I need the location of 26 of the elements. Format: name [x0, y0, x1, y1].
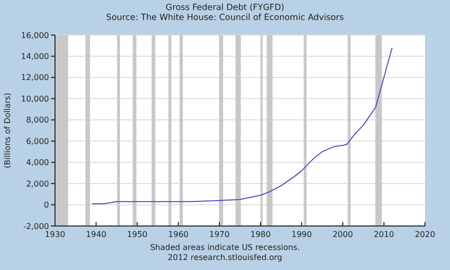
y-axis-title: (Billions of Dollars) — [3, 92, 12, 168]
chart-title: Gross Federal Debt (FYGFD) — [166, 3, 284, 13]
line-series — [92, 47, 393, 204]
y-tick-label: 2,000 — [26, 179, 49, 188]
x-tick-label: 2010 — [374, 230, 394, 239]
y-tick-label: 6,000 — [26, 136, 49, 146]
x-tick-label: 1970 — [209, 230, 230, 239]
y-tick-label: 14,000 — [21, 52, 49, 62]
x-tick-label: 1950 — [127, 230, 148, 239]
x-tick-label: 1980 — [250, 230, 271, 239]
y-tick-label: 8,000 — [26, 116, 49, 125]
x-tick-label: 1990 — [291, 230, 312, 239]
x-tick-label: 2020 — [414, 230, 436, 239]
x-tick-label: 1930 — [44, 230, 66, 239]
text: Shaded areas indicate US recessions. — [150, 243, 300, 252]
chart-subtitle: Source: The White House: Council of Economic Advisors — [106, 13, 344, 23]
text: 2012 research.stlouisfed.org — [168, 253, 282, 262]
x-tick-label: 1940 — [86, 230, 106, 239]
y-tick-label: -2,000 — [23, 222, 49, 231]
y-tick-label: 10,000 — [21, 94, 49, 104]
y-tick-label: 4,000 — [26, 158, 49, 168]
y-tick-label: 0 — [44, 200, 49, 210]
x-tick-label: 2000 — [332, 230, 353, 239]
y-tick-label: 16,000 — [21, 30, 49, 40]
x-tick-label: 1960 — [168, 230, 189, 239]
y-tick-label: 12,000 — [21, 73, 49, 82]
